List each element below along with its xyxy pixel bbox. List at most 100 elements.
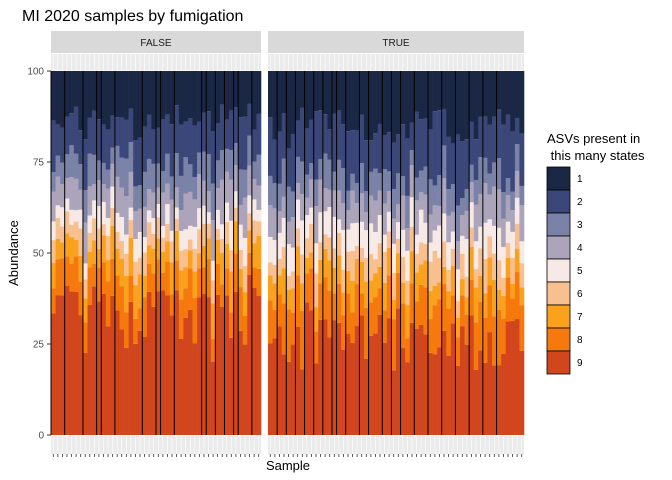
bar-segment-asv-2 [300, 107, 305, 162]
bar-segment-asv-4 [478, 194, 484, 227]
bar-segment-asv-3 [96, 160, 102, 181]
bar-segment-asv-9 [519, 350, 525, 435]
bar-segment-asv-4 [110, 163, 116, 187]
bar-segment-asv-8 [82, 322, 88, 353]
bar-segment-asv-9 [151, 306, 157, 435]
bar-segment-asv-1 [201, 71, 207, 113]
bar-segment-asv-9 [142, 336, 148, 435]
bar-segment-asv-1 [178, 71, 184, 125]
bar-segment-asv-6 [487, 236, 493, 258]
bar-segment-asv-5 [137, 231, 143, 258]
bar-segment-asv-1 [156, 71, 161, 128]
bar-segment-asv-9 [313, 363, 319, 435]
bar-segment-asv-2 [482, 116, 488, 158]
bar-segment-asv-5 [322, 211, 328, 235]
bar-segment-asv-8 [233, 253, 239, 292]
bar-segment-asv-8 [290, 312, 296, 345]
bar-segment-asv-8 [450, 295, 456, 324]
bar-segment-asv-5 [510, 231, 516, 258]
bar-segment-asv-1 [78, 71, 84, 131]
bar-segment-asv-8 [272, 309, 278, 339]
bar-segment-asv-1 [487, 71, 493, 125]
bar-segment-asv-1 [391, 71, 397, 143]
bar-segment-asv-2 [469, 121, 475, 165]
bar-segment-asv-3 [51, 172, 56, 192]
bar-segment-asv-2 [318, 110, 324, 160]
bar-segment-asv-2 [87, 117, 93, 154]
chart-title: MI 2020 samples by fumigation [22, 8, 243, 25]
bar-segment-asv-3 [441, 145, 447, 179]
bar-segment-asv-5 [482, 222, 488, 260]
bar-segment-asv-5 [124, 234, 129, 254]
bar-segment-asv-6 [332, 248, 337, 268]
bar-segment-asv-2 [219, 104, 225, 151]
bar-segment-asv-5 [382, 234, 388, 252]
bar-segment-asv-5 [359, 221, 365, 248]
bar-segment-asv-6 [160, 237, 166, 252]
bar-segment-asv-4 [169, 199, 175, 231]
bar-segment-asv-2 [313, 111, 319, 180]
legend-label-1: 1 [577, 174, 583, 185]
bar-segment-asv-8 [341, 315, 347, 350]
bar-segment-asv-9 [277, 326, 283, 435]
bar-segment-asv-2 [341, 124, 347, 169]
bar-segment-asv-8 [437, 299, 443, 348]
bar-segment-asv-6 [514, 223, 520, 249]
bar-segment-asv-2 [418, 119, 424, 171]
bar-segment-asv-7 [501, 296, 507, 319]
bar-segment-asv-2 [242, 116, 248, 170]
bar-segment-asv-4 [354, 203, 360, 223]
bar-segment-asv-5 [69, 209, 75, 225]
bar-segment-asv-9 [377, 314, 383, 435]
bar-segment-asv-7 [423, 260, 429, 288]
bar-segment-asv-1 [142, 71, 148, 127]
bar-segment-asv-8 [156, 259, 161, 292]
bar-segment-asv-6 [169, 241, 175, 263]
bar-segment-asv-1 [82, 71, 88, 140]
bar-segment-asv-8 [87, 267, 93, 305]
bar-segment-asv-6 [277, 258, 283, 276]
bar-segment-asv-6 [354, 245, 360, 259]
bar-segment-asv-2 [396, 134, 401, 174]
bar-segment-asv-1 [514, 71, 520, 118]
bar-segment-asv-2 [105, 129, 111, 170]
bar-segment-asv-7 [350, 280, 356, 313]
bar-segment-asv-1 [169, 71, 175, 125]
bar-segment-asv-4 [460, 215, 465, 236]
bar-segment-asv-7 [165, 241, 170, 262]
bar-segment-asv-4 [272, 208, 278, 241]
bar-segment-asv-6 [386, 231, 392, 248]
bar-segment-asv-3 [446, 189, 452, 216]
bar-segment-asv-4 [55, 176, 61, 206]
bar-segment-asv-8 [142, 297, 148, 337]
bar-segment-asv-4 [368, 195, 374, 224]
bar-segment-asv-7 [377, 266, 383, 289]
bar-segment-asv-7 [92, 240, 97, 264]
bar-segment-asv-9 [418, 324, 424, 435]
bar-segment-asv-6 [146, 222, 152, 246]
bar-segment-asv-2 [142, 126, 148, 172]
bar-segment-asv-1 [114, 71, 120, 118]
bar-segment-asv-7 [174, 231, 180, 261]
bar-segment-asv-8 [197, 268, 202, 298]
bar-segment-asv-5 [354, 222, 360, 246]
bar-segment-asv-6 [206, 223, 212, 239]
bar-segment-asv-2 [201, 112, 207, 152]
bar-segment-asv-5 [110, 186, 116, 209]
bar-segment-asv-1 [124, 71, 129, 120]
bar-segment-asv-7 [286, 289, 292, 310]
bar-segment-asv-4 [165, 183, 170, 205]
bar-segment-asv-9 [165, 295, 170, 435]
bar-segment-asv-9 [215, 294, 221, 435]
bar-segment-asv-2 [364, 140, 369, 192]
bar-segment-asv-3 [345, 190, 351, 211]
bar-segment-asv-1 [105, 71, 111, 130]
bar-segment-asv-1 [229, 71, 234, 111]
bar-segment-asv-6 [437, 257, 443, 283]
bar-segment-asv-9 [174, 290, 180, 435]
bar-segment-asv-4 [92, 184, 97, 201]
bar-segment-asv-1 [469, 71, 475, 122]
bar-segment-asv-7 [142, 275, 148, 298]
bar-segment-asv-4 [69, 176, 75, 210]
bar-segment-asv-4 [505, 195, 511, 222]
